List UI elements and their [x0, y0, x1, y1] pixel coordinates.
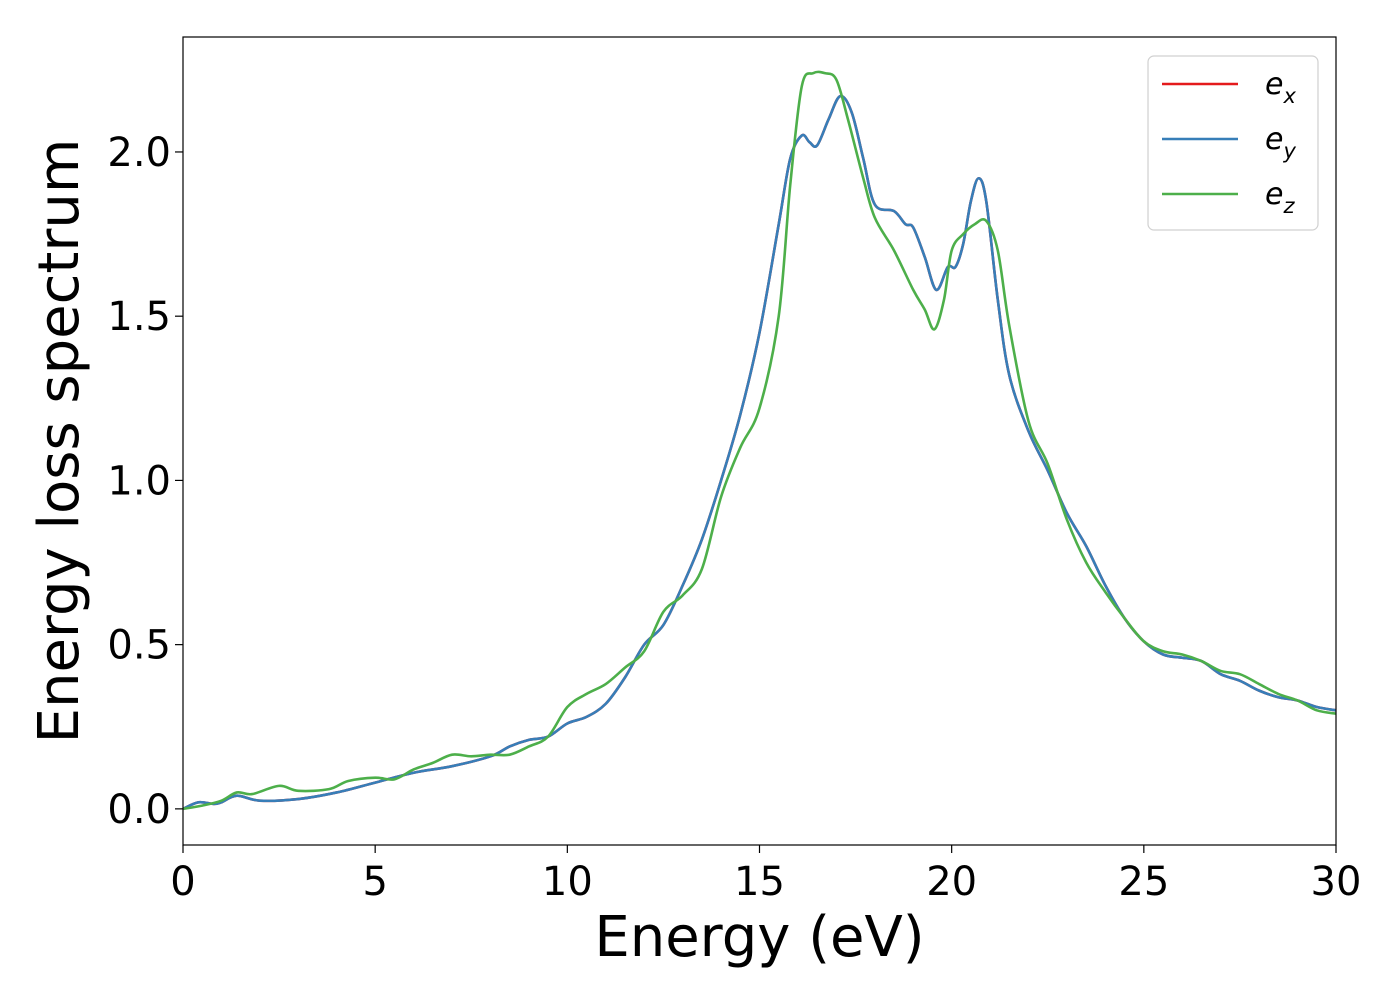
- x-axis-title: Energy (eV): [594, 905, 924, 970]
- x-tick-label: 0: [170, 859, 195, 905]
- x-tick-label: 15: [734, 859, 785, 905]
- legend-entry-e-x: ex: [1162, 67, 1296, 108]
- x-axis-ticks: 0 5 10 15 20 25 30: [170, 845, 1361, 905]
- x-tick-label: 25: [1118, 859, 1169, 905]
- y-tick-label: 0.0: [107, 787, 171, 833]
- y-tick-label: 2.0: [107, 130, 171, 176]
- x-tick-label: 30: [1311, 859, 1362, 905]
- x-tick-label: 10: [542, 859, 593, 905]
- legend-box: [1147, 55, 1319, 231]
- legend-label: ey: [1265, 122, 1296, 163]
- x-tick-label: 5: [362, 859, 387, 905]
- y-tick-label: 1.5: [107, 294, 171, 340]
- y-tick-label: 0.5: [107, 623, 171, 669]
- legend-entry-e-y: ey: [1162, 122, 1296, 163]
- series-layer: [183, 70, 1336, 811]
- legend-label: ex: [1265, 67, 1296, 108]
- x-tick-label: 20: [926, 859, 977, 905]
- series-line-e-z: [183, 70, 1336, 811]
- y-tick-label: 1.0: [107, 458, 171, 504]
- y-axis-ticks: 0.0 0.5 1.0 1.5 2.0: [107, 130, 183, 833]
- y-axis-title: Energy loss spectrum: [27, 139, 92, 744]
